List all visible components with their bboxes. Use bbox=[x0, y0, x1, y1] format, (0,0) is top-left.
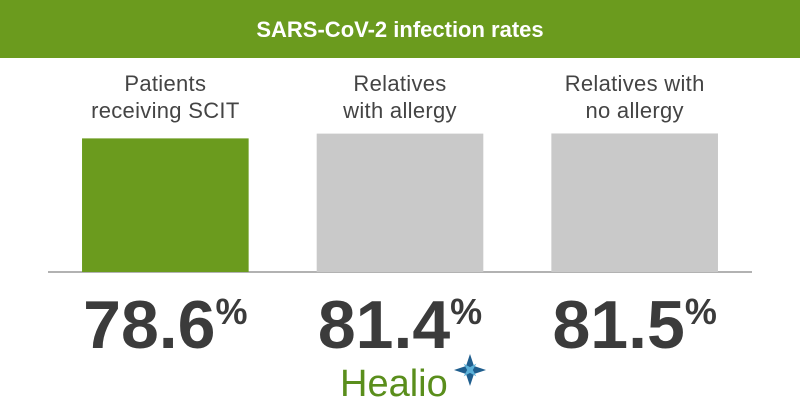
category-label: Relatives with no allergy bbox=[564, 71, 705, 123]
value-label: 81.4% bbox=[318, 287, 482, 363]
bar bbox=[551, 133, 718, 272]
header-bar bbox=[0, 0, 800, 58]
logo-star bbox=[454, 354, 486, 386]
category-label: Relatives with allergy bbox=[343, 71, 457, 123]
bar bbox=[82, 138, 249, 272]
value-label: 78.6% bbox=[83, 287, 247, 363]
logo: Healio bbox=[340, 354, 486, 405]
brand-name: Healio bbox=[340, 363, 448, 405]
value-label: 81.5% bbox=[552, 287, 716, 363]
bar bbox=[316, 133, 484, 272]
category-label: Patients receiving SCIT bbox=[91, 71, 240, 123]
chart-title: SARS-CoV-2 infection rates bbox=[256, 17, 543, 42]
